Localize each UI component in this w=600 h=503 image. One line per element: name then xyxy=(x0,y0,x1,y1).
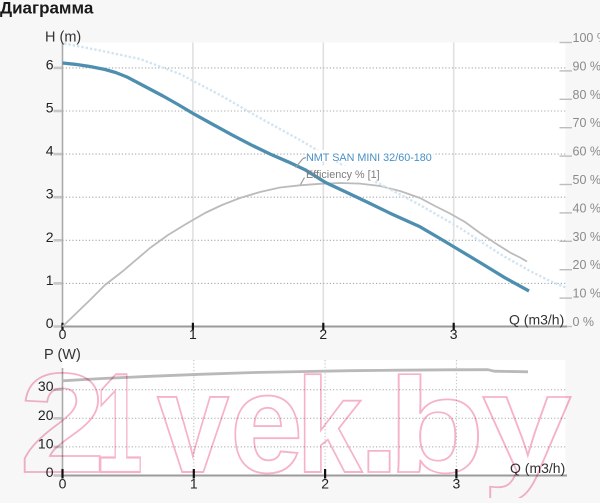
svg-text:0: 0 xyxy=(59,326,67,342)
svg-text:H (m): H (m) xyxy=(45,30,81,46)
svg-text:3: 3 xyxy=(46,186,54,202)
svg-text:1: 1 xyxy=(189,326,197,342)
svg-text:2: 2 xyxy=(19,343,106,498)
svg-text:b: b xyxy=(388,351,485,498)
svg-text:40 %: 40 % xyxy=(573,201,600,215)
svg-text:80 %: 80 % xyxy=(573,88,600,102)
svg-text:e: e xyxy=(230,343,303,498)
svg-text:70 %: 70 % xyxy=(573,116,600,130)
svg-text:20 %: 20 % xyxy=(573,258,600,272)
svg-text:4: 4 xyxy=(46,143,54,159)
svg-text:5: 5 xyxy=(46,100,54,116)
svg-text:0 %: 0 % xyxy=(573,315,595,329)
svg-text:Efficiency % [1]: Efficiency % [1] xyxy=(306,169,380,181)
svg-text:Q (m3/h): Q (m3/h) xyxy=(509,312,564,328)
svg-text:1: 1 xyxy=(46,272,54,288)
svg-text:v: v xyxy=(157,344,229,498)
svg-text:90 %: 90 % xyxy=(573,59,600,73)
svg-text:0: 0 xyxy=(46,315,54,331)
svg-text:100 %: 100 % xyxy=(573,31,600,45)
svg-text:50 %: 50 % xyxy=(573,173,600,187)
svg-text:NMT SAN MINI 32/60-180: NMT SAN MINI 32/60-180 xyxy=(306,152,432,164)
svg-text:6: 6 xyxy=(46,56,54,72)
svg-text:2: 2 xyxy=(46,229,54,245)
svg-text:10 %: 10 % xyxy=(573,287,600,301)
svg-text:30 %: 30 % xyxy=(573,230,600,244)
svg-text:3: 3 xyxy=(450,326,458,342)
svg-text:Диаграмма: Диаграмма xyxy=(0,0,94,18)
svg-text:60 %: 60 % xyxy=(573,145,600,159)
svg-text:k: k xyxy=(296,350,362,498)
svg-text:1: 1 xyxy=(95,343,142,498)
svg-text:y: y xyxy=(482,345,572,498)
svg-text:2: 2 xyxy=(319,326,327,342)
